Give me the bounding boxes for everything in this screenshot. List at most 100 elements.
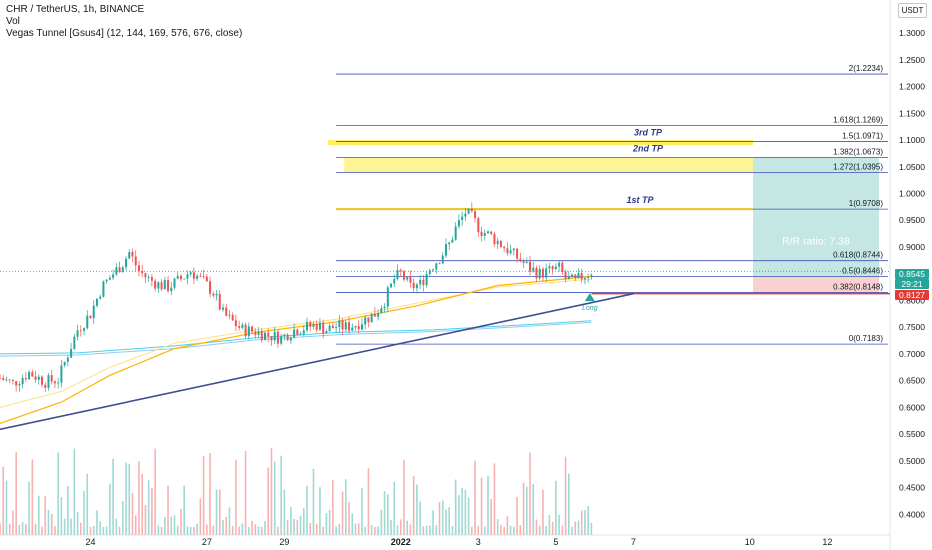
candle-body	[377, 313, 380, 317]
candle-body	[419, 279, 422, 285]
volume-bar	[380, 509, 383, 535]
bar-countdown-tag: 29:21	[895, 279, 929, 289]
candle-body	[425, 274, 428, 286]
candle-body	[486, 231, 489, 234]
trendline	[0, 292, 634, 431]
candle-body	[47, 375, 50, 388]
volume-bar	[574, 521, 577, 535]
price-tick-label: 0.6500	[899, 376, 925, 386]
candle-body	[370, 313, 373, 323]
symbol-title: CHR / TetherUS, 1h, BINANCE	[6, 4, 145, 15]
time-tick-label: 10	[745, 537, 755, 547]
candle-body	[167, 280, 170, 292]
candle-body	[199, 275, 202, 277]
candle-body	[567, 276, 570, 280]
volume-bar	[577, 520, 580, 535]
candle-body	[257, 331, 260, 335]
volume-bar	[516, 496, 518, 535]
volume-bar	[467, 497, 470, 535]
volume-bar	[302, 508, 305, 535]
candle-body	[302, 330, 305, 334]
volume-bar	[487, 475, 489, 535]
volume-bar	[328, 509, 331, 535]
price-tick-label: 1.2500	[899, 55, 925, 65]
candle-body	[73, 336, 76, 350]
candle-body	[483, 233, 486, 237]
candle-body	[57, 382, 60, 384]
time-tick-label: 3	[476, 537, 481, 547]
volume-bar	[454, 479, 457, 535]
candle-body	[157, 282, 160, 289]
candle-body	[564, 272, 567, 280]
volume-bar	[296, 520, 299, 535]
fib-label: 2(1.2234)	[849, 64, 884, 73]
volume-bar	[571, 526, 573, 535]
volume-bar	[387, 494, 389, 535]
ema-yellow-line	[0, 278, 592, 408]
currency-badge[interactable]: USDT	[898, 3, 927, 18]
volume-bar	[147, 480, 150, 535]
volume-bar	[538, 525, 541, 535]
candle-body	[221, 307, 224, 310]
volume-bar	[500, 525, 502, 535]
candle-body	[147, 277, 150, 278]
volume-bar	[458, 495, 460, 535]
candle-body	[335, 327, 338, 329]
candle-body	[503, 247, 506, 249]
candle-body	[283, 334, 286, 337]
candle-body	[558, 262, 561, 267]
volume-bar	[251, 520, 253, 535]
candle-body	[228, 314, 231, 316]
volume-bar	[496, 519, 499, 535]
candle-body	[522, 261, 525, 263]
candle-body	[467, 208, 470, 214]
volume-bar	[112, 458, 114, 535]
volume-bar	[393, 481, 396, 535]
volume-bar	[425, 525, 428, 535]
candle-body	[186, 274, 189, 279]
candle-body	[325, 331, 328, 334]
volume-bar	[73, 448, 76, 535]
candle-body	[209, 281, 212, 294]
candle-body	[354, 326, 357, 328]
candle-body	[270, 336, 273, 341]
price-tick-label: 0.5000	[899, 456, 925, 466]
volume-bar	[222, 519, 224, 535]
volume-bar	[50, 513, 53, 535]
candle-body	[2, 378, 5, 381]
candle-body	[276, 331, 279, 344]
candle-body	[231, 314, 234, 321]
price-tick-label: 0.9000	[899, 242, 925, 252]
volume-bar	[403, 459, 405, 535]
volume-bar	[260, 526, 263, 535]
volume-bar	[180, 508, 182, 535]
indicator-label[interactable]: Vegas Tunnel [Gsus4] (12, 144, 169, 576,…	[6, 28, 243, 39]
volume-bar	[244, 450, 247, 535]
volume-bar	[248, 526, 250, 535]
volume-bar	[319, 487, 321, 535]
volume-bar	[31, 459, 34, 535]
volume-bar	[267, 467, 270, 535]
volume-bar	[429, 525, 431, 535]
rr-ratio-label: R/R ratio: 7.38	[782, 235, 850, 247]
volume-bar	[189, 526, 192, 535]
volume-bar	[306, 485, 308, 535]
candle-body	[293, 329, 296, 338]
fib-label: 1(0.9708)	[849, 199, 884, 208]
price-tick-label: 0.6000	[899, 402, 925, 412]
volume-bar	[273, 461, 276, 535]
candle-body	[53, 381, 56, 384]
volume-bar	[390, 520, 392, 535]
time-tick-label: 27	[202, 537, 212, 547]
candle-body	[8, 379, 11, 381]
candle-body	[189, 272, 192, 275]
volume-bar	[341, 491, 344, 535]
volume-bar	[138, 461, 140, 535]
volume-bar	[471, 526, 473, 535]
volume-bar	[374, 526, 376, 535]
candle-body	[202, 275, 205, 277]
volume-bar	[354, 523, 357, 535]
volume-bar	[92, 525, 95, 535]
volume-bar	[173, 515, 176, 535]
